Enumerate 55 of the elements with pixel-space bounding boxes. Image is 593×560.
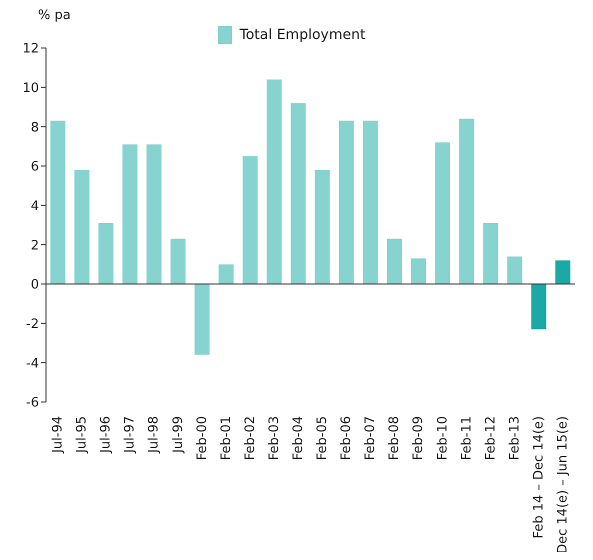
x-tick-label: Jul-99	[170, 416, 186, 454]
bar	[218, 264, 234, 284]
y-tick-label: 8	[30, 120, 39, 136]
x-tick-label: Feb-09	[411, 416, 426, 460]
y-tick-label: 2	[30, 238, 39, 254]
x-tick-label: Feb-04	[290, 416, 306, 460]
bar	[266, 79, 282, 284]
x-tick-label: Feb-11	[459, 416, 474, 460]
x-tick-label: Feb-02	[242, 416, 258, 460]
y-axis-title: % pa	[38, 8, 71, 23]
x-tick-label: Feb-13	[507, 416, 522, 460]
x-tick-label: Jul-94	[50, 416, 66, 454]
bar	[146, 144, 162, 284]
legend-label: Total Employment	[238, 26, 366, 44]
bar	[531, 284, 546, 330]
x-tick-label: Jul-95	[74, 416, 90, 454]
bar	[74, 170, 90, 284]
x-tick-label: Feb-00	[194, 416, 210, 460]
x-tick-label: Feb-03	[266, 416, 282, 460]
bar	[122, 144, 138, 284]
bar	[290, 103, 306, 284]
bar	[314, 170, 330, 284]
bar	[386, 238, 402, 284]
x-tick-label: Feb-07	[363, 416, 378, 460]
x-tick-label: Jul-98	[146, 416, 162, 454]
x-tick-label: Jul-97	[122, 416, 138, 454]
y-tick-label: 12	[22, 42, 39, 57]
bar	[435, 142, 450, 284]
x-tick-label: Jul-96	[98, 416, 114, 454]
x-tick-label: Feb 14 – Dec 14(e)	[531, 416, 546, 538]
x-tick-label: Feb-10	[435, 416, 450, 460]
bar	[98, 223, 114, 284]
bar	[338, 120, 354, 284]
x-tick-label: Feb-12	[483, 416, 498, 460]
bar	[50, 120, 66, 284]
bar	[362, 120, 378, 284]
y-tick-label: 4	[30, 198, 39, 214]
x-tick-label: Feb-06	[339, 416, 354, 460]
bar	[411, 258, 426, 284]
bar	[507, 256, 522, 284]
y-tick-label: -6	[26, 396, 39, 411]
y-tick-label: -2	[26, 316, 39, 332]
bar	[555, 260, 570, 284]
y-tick-label: 10	[22, 80, 39, 96]
bar	[483, 223, 498, 284]
bar	[242, 156, 258, 284]
x-tick-label: Feb-08	[387, 416, 402, 460]
x-tick-label: Feb-05	[315, 416, 330, 460]
bar	[194, 284, 210, 355]
y-tick-label: 6	[30, 160, 39, 175]
y-tick-label: 0	[30, 278, 39, 293]
y-tick-label: -4	[26, 356, 39, 372]
bar	[170, 238, 186, 284]
x-tick-label: Feb-01	[218, 416, 234, 460]
bar	[459, 118, 474, 284]
